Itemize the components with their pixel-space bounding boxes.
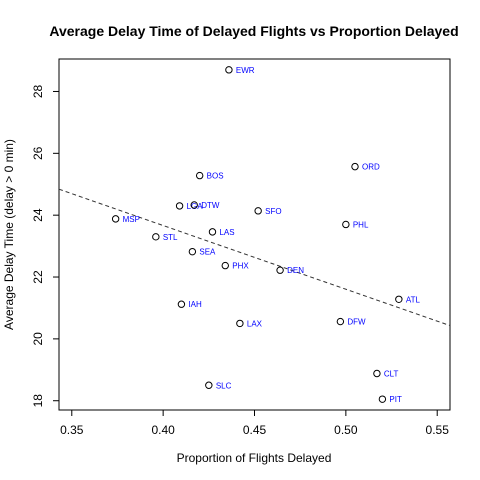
point-label: MSP	[123, 215, 140, 224]
y-tick-label: 20	[31, 332, 45, 346]
point-label: ORD	[362, 163, 380, 172]
point-label: LAS	[219, 228, 234, 237]
data-point	[351, 162, 359, 171]
data-point	[188, 247, 197, 256]
point-label: STL	[163, 233, 178, 242]
y-tick-label: 22	[31, 270, 45, 284]
point-label: ATL	[406, 295, 421, 304]
data-point	[395, 295, 403, 303]
point-label: PIT	[389, 395, 402, 404]
data-point	[152, 233, 160, 241]
data-point	[208, 228, 217, 236]
point-label: PHL	[353, 220, 369, 229]
data-point	[175, 202, 184, 210]
point-label: SEA	[199, 248, 216, 257]
x-tick-label: 0.40	[151, 423, 175, 437]
data-point	[111, 215, 120, 223]
y-axis: 18 20 22 24 26 28	[31, 84, 59, 407]
data-point	[378, 395, 387, 403]
point-label: SLC	[216, 381, 232, 390]
x-axis: 0.35 0.40 0.45 0.50 0.55	[60, 410, 449, 437]
point-label: BOS	[207, 172, 224, 181]
y-tick-label: 28	[31, 84, 45, 98]
x-tick-label: 0.50	[334, 423, 358, 437]
point-label: IAH	[188, 300, 202, 309]
data-point	[205, 381, 213, 389]
point-label: DEN	[287, 266, 304, 275]
data-point	[195, 171, 204, 180]
point-label: DFW	[347, 318, 366, 327]
point-label: SFO	[265, 207, 281, 216]
point-label: EWR	[236, 66, 255, 75]
y-tick-label: 18	[31, 394, 45, 408]
point-label: DTW	[201, 201, 220, 210]
data-point	[190, 201, 198, 209]
data-point	[236, 319, 244, 328]
x-tick-label: 0.55	[426, 423, 450, 437]
y-axis-label: Average Delay Time (delay > 0 min)	[2, 139, 16, 330]
data-point	[254, 207, 262, 215]
x-tick-label: 0.45	[243, 423, 267, 437]
data-point	[177, 300, 186, 308]
point-label: LAX	[247, 319, 263, 328]
trend-line	[58, 188, 451, 327]
chart-title: Average Delay Time of Delayed Flights vs…	[49, 23, 458, 39]
data-point	[225, 66, 233, 74]
point-label: CLT	[384, 370, 399, 379]
x-tick-label: 0.35	[60, 423, 84, 437]
y-tick-label: 26	[31, 146, 45, 160]
plot-frame	[58, 58, 451, 411]
data-point	[221, 261, 229, 270]
data-point	[336, 317, 345, 326]
x-axis-label: Proportion of Flights Delayed	[177, 451, 332, 465]
data-point	[276, 266, 284, 274]
point-label: LGA	[187, 202, 204, 211]
y-tick-label: 24	[31, 208, 45, 222]
trendline-group	[58, 188, 451, 327]
point-label: PHX	[232, 262, 249, 271]
data-point	[342, 220, 350, 229]
data-point	[373, 369, 381, 378]
